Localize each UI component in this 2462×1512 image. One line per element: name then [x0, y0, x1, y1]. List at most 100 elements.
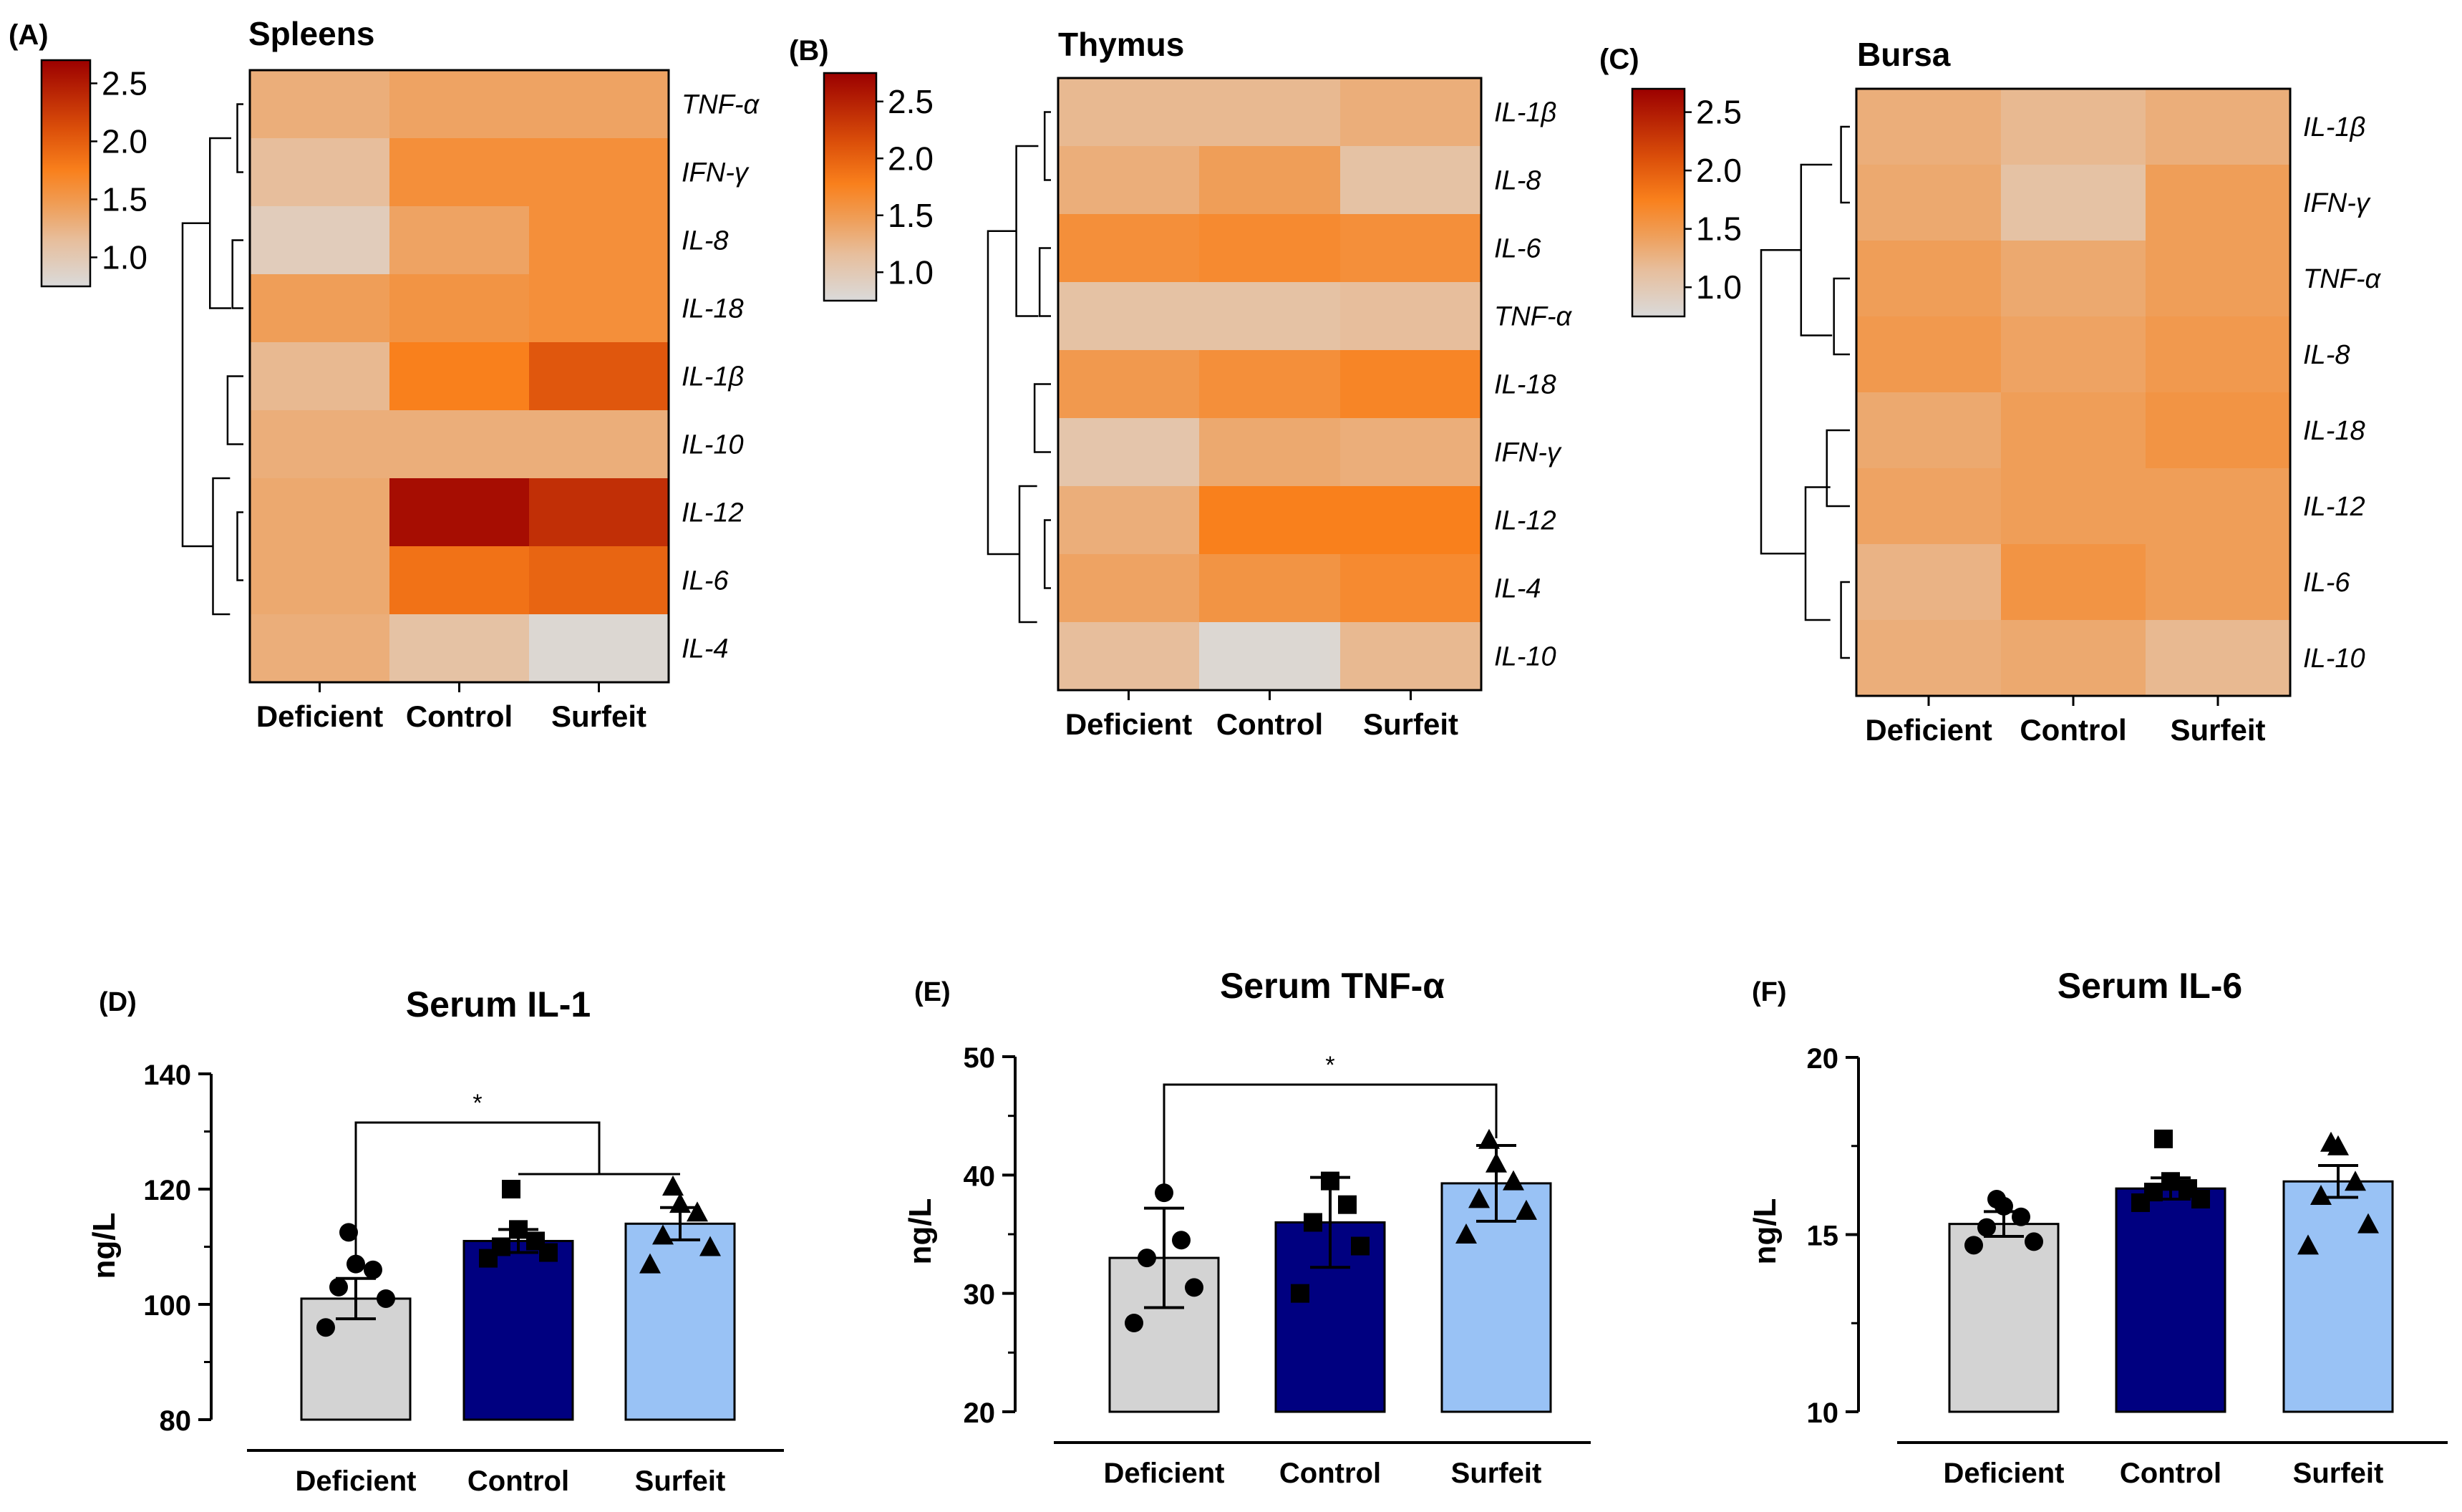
dendrogram-branch: [1800, 163, 1833, 336]
colorbar-tick-label: 1.0: [102, 238, 147, 276]
heatmap-row-label: IL-8: [1494, 166, 1541, 196]
heatmap-cell: [529, 70, 669, 139]
heatmap-row-label: IL-1β: [682, 362, 744, 392]
heatmap-column-label: Control: [1216, 707, 1323, 741]
heatmap-cell: [2001, 89, 2146, 165]
heatmap-cell: [1199, 282, 1341, 351]
heatmap-cell: [529, 206, 669, 275]
heatmap-row-label: IL-12: [682, 498, 744, 528]
heatmap-row-label: IL-6: [2303, 568, 2350, 598]
heatmap-cell: [1340, 78, 1482, 147]
dendrogram-branch: [226, 375, 243, 445]
heatmap-cell: [1058, 282, 1200, 351]
heatmap-cell: [1199, 486, 1341, 555]
heatmap-row-label: IL-1β: [2303, 112, 2365, 142]
heatmap-cell: [1199, 622, 1341, 691]
x-category-label: Surfeit: [1451, 1458, 1542, 1489]
y-tick-label: 30: [964, 1279, 996, 1311]
data-point-square: [1338, 1195, 1357, 1214]
heatmap-row-label: IL-10: [1494, 642, 1556, 672]
heatmap-cell: [1058, 78, 1200, 147]
heatmap-cell: [2146, 468, 2291, 545]
colorbar: [1631, 87, 1686, 318]
heatmap-cell: [1856, 89, 2002, 165]
colorbar: [823, 72, 878, 302]
panel-label: (E): [914, 977, 951, 1007]
y-axis-label: ng/L: [903, 1198, 938, 1265]
dendrogram-branch: [1015, 145, 1039, 317]
heatmap-cell: [1340, 282, 1482, 351]
heatmap-cell: [250, 614, 390, 683]
y-tick-label: 80: [160, 1405, 192, 1437]
dendrogram-branch: [181, 222, 213, 548]
heatmap-cell: [389, 478, 530, 547]
bar-panel-F: (F) Serum IL-6 ng/L 10 15 20 Deficient Control S…: [1748, 966, 2448, 1489]
heatmap-cell: [250, 138, 390, 207]
heatmap-cell: [1340, 350, 1482, 419]
data-point-square: [1291, 1284, 1309, 1303]
data-point-triangle: [669, 1193, 691, 1213]
x-category-label: Deficient: [1104, 1458, 1225, 1489]
y-tick-label: 20: [1807, 1043, 1839, 1075]
heatmap-row-label: TNF-α: [1494, 302, 1573, 332]
heatmap-cell: [529, 478, 669, 547]
panel-label: (A): [9, 19, 49, 51]
heatmap-cell: [529, 342, 669, 411]
data-point-square: [526, 1231, 545, 1251]
data-point-triangle: [2345, 1171, 2366, 1191]
x-category-label: Control: [2120, 1458, 2221, 1489]
colorbar-tick-label: 2.5: [888, 83, 934, 120]
heatmap-cell: [1340, 486, 1482, 555]
heatmap-column-label: Surfeit: [551, 699, 646, 733]
heatmap-row-label: IL-8: [682, 226, 728, 256]
data-point-circle: [2012, 1207, 2030, 1226]
heatmap-cell: [250, 478, 390, 547]
heatmap-cell: [529, 614, 669, 683]
heatmap-cell: [1340, 214, 1482, 283]
heatmap-row-label: IL-18: [1494, 370, 1556, 400]
dendrogram-branch: [212, 477, 231, 616]
x-category-label: Control: [1279, 1458, 1381, 1489]
data-point-circle: [1964, 1236, 1983, 1255]
bar-surfeit: [2282, 1180, 2394, 1413]
heatmap-title: Bursa: [1857, 36, 1951, 73]
heatmap-cell: [2146, 392, 2291, 469]
significance-bracket: [354, 1121, 601, 1271]
panel-label: (B): [789, 35, 829, 67]
dendrogram-branch: [1840, 581, 1850, 659]
data-point-square: [1351, 1236, 1370, 1256]
heatmap-cell: [2146, 89, 2291, 165]
heatmap-cell: [1199, 78, 1341, 147]
data-point-circle: [1977, 1218, 1996, 1237]
heatmap-cell: [529, 138, 669, 207]
heatmap-cell: [2001, 316, 2146, 393]
dendrogram-branch: [1826, 429, 1850, 508]
heatmap-column-label: Surfeit: [2170, 713, 2265, 747]
colorbar-tick-label: 1.0: [888, 253, 934, 291]
heatmap-cell: [1199, 214, 1341, 283]
dendrogram-branch: [231, 239, 243, 309]
heatmap-cell: [2001, 468, 2146, 545]
dendrogram-branch: [1840, 125, 1850, 204]
heatmap-cell: [389, 342, 530, 411]
heatmap-row-label: IL-12: [2303, 492, 2365, 522]
heatmap-cell: [529, 274, 669, 343]
y-axis-label: ng/L: [1748, 1198, 1783, 1265]
heatmap-cell: [2001, 544, 2146, 621]
data-point-triangle: [1486, 1152, 1507, 1173]
data-point-square: [1321, 1171, 1339, 1191]
heatmap-row-label: IFN-γ: [2303, 188, 2371, 218]
dendrogram-branch: [1804, 486, 1831, 621]
heatmap-cell: [1058, 554, 1200, 623]
data-point-triangle: [652, 1224, 674, 1245]
heatmap-cell: [1340, 554, 1482, 623]
heatmap-cell: [1199, 418, 1341, 487]
colorbar-tick-label: 1.5: [102, 180, 147, 218]
data-point-triangle: [1516, 1199, 1537, 1220]
panel-label: (C): [1599, 44, 1639, 75]
heatmap-row-label: IL-18: [2303, 416, 2365, 446]
data-point-circle: [339, 1223, 358, 1242]
data-point-square: [1304, 1213, 1322, 1232]
heatmap-column-label: Deficient: [1865, 713, 1992, 747]
heatmap-cell: [2146, 241, 2291, 317]
